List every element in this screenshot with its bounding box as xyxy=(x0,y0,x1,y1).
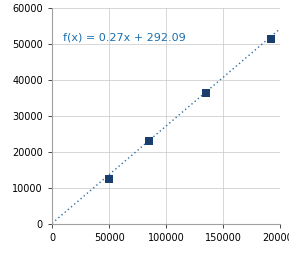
Point xyxy=(147,139,151,144)
Point xyxy=(204,91,208,95)
Text: f(x) = 0.27x + 292.09: f(x) = 0.27x + 292.09 xyxy=(64,32,186,43)
Point xyxy=(107,177,112,181)
Point xyxy=(269,36,273,41)
